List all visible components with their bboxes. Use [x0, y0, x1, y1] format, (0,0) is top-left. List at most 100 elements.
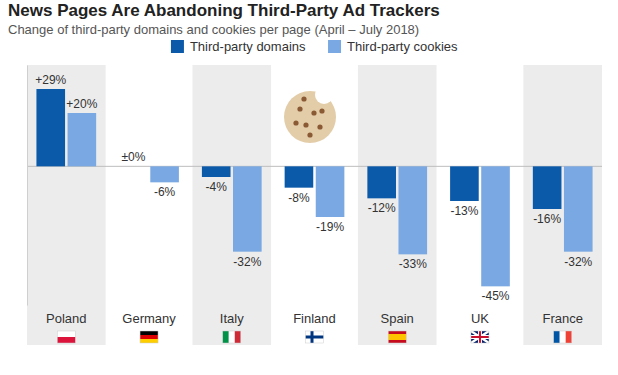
flag-border	[57, 331, 75, 343]
x-tick-label: Poland	[46, 311, 86, 326]
data-label: -19%	[316, 220, 344, 234]
bar	[564, 166, 593, 251]
cookie-chip	[297, 106, 302, 111]
flag	[57, 331, 75, 343]
cookie-chip	[307, 132, 312, 137]
x-labels: Poland Germany Italy Finland Spain UK France	[46, 311, 583, 326]
y-axis-line	[27, 66, 28, 306]
data-label: -12%	[368, 201, 396, 215]
grid	[27, 166, 602, 167]
bar	[450, 166, 479, 201]
data-label: -16%	[533, 212, 561, 226]
data-label: +29%	[35, 73, 66, 87]
flag-field	[306, 331, 324, 343]
x-tick-label: France	[542, 311, 582, 326]
flag-border	[223, 331, 241, 343]
flag-stripe	[140, 335, 158, 339]
flag	[306, 331, 324, 343]
flag-border	[554, 331, 572, 343]
title: News Pages Are Abandoning Third-Party Ad…	[8, 1, 440, 20]
flag-stripe	[140, 331, 158, 335]
bar	[398, 166, 427, 254]
column-panel	[523, 65, 602, 345]
column-panel	[192, 65, 271, 345]
legend-swatch	[328, 40, 341, 53]
data-label: -8%	[288, 191, 310, 205]
legend-swatch	[171, 40, 184, 53]
flag	[471, 331, 489, 343]
subtitle: Change of third-party domains and cookie…	[8, 22, 419, 37]
x-tick-label: Finland	[293, 311, 336, 326]
grid-line	[27, 166, 602, 167]
flag-stripe	[566, 331, 572, 343]
flag-cross	[306, 336, 324, 339]
flag-stripe	[554, 331, 560, 343]
legend-item: Third-party cookies	[328, 39, 458, 54]
y-axis	[27, 66, 29, 306]
cookie-bite	[315, 86, 333, 104]
data-label: -45%	[482, 289, 510, 303]
flag-stripe	[560, 331, 566, 343]
data-labels: +29% ±0% -4% -8% -12% -13% -16% +20% -6% -32% -19%…	[35, 73, 592, 303]
column-panel	[358, 65, 437, 345]
cookie-chip	[311, 110, 316, 115]
flag-stripe	[388, 331, 406, 334]
cookie-chip	[303, 122, 308, 127]
data-label: +20%	[66, 97, 97, 111]
chart: +29% ±0% -4% -8% -12% -13% -16% +20% -6% -32% -19%…	[0, 0, 618, 375]
flag-border	[388, 331, 406, 343]
data-label: -6%	[154, 185, 176, 199]
flag-saltire	[471, 331, 489, 343]
legend-label: Third-party domains	[190, 39, 306, 54]
flag-border	[306, 331, 324, 343]
bar	[36, 89, 65, 166]
bar	[68, 113, 97, 166]
bars	[36, 89, 592, 286]
data-label: -33%	[399, 257, 427, 271]
flag	[140, 331, 158, 343]
cookie-chip	[319, 108, 324, 113]
flag-saltire	[471, 331, 489, 343]
flag-stripe	[140, 339, 158, 343]
data-label: -4%	[206, 180, 228, 194]
flag	[388, 331, 406, 343]
legend-label: Third-party cookies	[347, 39, 458, 54]
bar	[316, 166, 345, 217]
flag-stripe	[229, 331, 235, 343]
x-tick-label: UK	[471, 311, 489, 326]
legend-item: Third-party domains	[171, 39, 306, 54]
cookie-chip	[293, 120, 298, 125]
flag-stripe	[57, 337, 75, 343]
legend: Third-party domains Third-party cookies	[171, 39, 458, 54]
flag-stripe	[57, 331, 75, 337]
bar	[285, 166, 314, 187]
x-tick-label: Spain	[381, 311, 414, 326]
flag-stripe	[223, 331, 229, 343]
bar	[367, 166, 396, 198]
flag	[554, 331, 572, 343]
bar	[202, 166, 231, 177]
x-tick-label: Germany	[122, 311, 176, 326]
cookie-chip	[301, 96, 306, 101]
column-panel	[27, 65, 106, 345]
bar	[119, 166, 148, 167]
bar	[481, 166, 510, 286]
flag-border	[471, 331, 489, 343]
data-label: ±0%	[122, 150, 146, 164]
x-tick-label: Italy	[220, 311, 244, 326]
data-label: -32%	[233, 255, 261, 269]
data-label: -32%	[564, 255, 592, 269]
flag-field	[471, 331, 489, 343]
bar	[233, 166, 262, 251]
data-label: -13%	[450, 204, 478, 218]
flag-stripe	[388, 340, 406, 343]
cookie-icon	[284, 86, 336, 143]
flag-border	[140, 331, 158, 343]
flag	[223, 331, 241, 343]
bar	[150, 166, 179, 182]
column-panels	[27, 65, 602, 345]
bar	[533, 166, 562, 209]
flag-stripe	[388, 334, 406, 337]
flag-stripe	[388, 337, 406, 340]
flag-stripe	[235, 331, 241, 343]
